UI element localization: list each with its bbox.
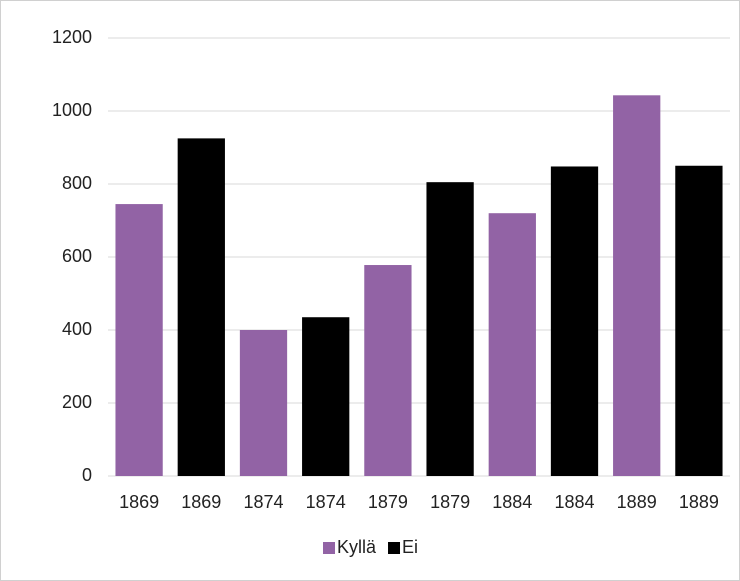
bar (177, 138, 225, 476)
bar (550, 166, 599, 477)
y-tick-label: 600 (62, 246, 92, 266)
y-tick-label: 800 (62, 173, 92, 193)
y-tick-label: 400 (62, 319, 92, 339)
x-tick-label: 1869 (181, 492, 221, 512)
x-tick-label: 1889 (679, 492, 719, 512)
bar (364, 265, 412, 476)
legend-swatch (388, 542, 401, 554)
y-tick-label: 1200 (52, 27, 92, 47)
x-tick-label: 1869 (119, 492, 159, 512)
legend-swatch (323, 542, 335, 554)
bar (613, 95, 661, 477)
x-tick-label: 1874 (306, 492, 346, 512)
bar (115, 204, 163, 476)
y-tick-label: 200 (62, 392, 92, 412)
y-tick-label: 0 (82, 465, 92, 485)
bar (675, 165, 723, 476)
bar (302, 317, 350, 476)
legend-label: Kyllä (337, 537, 377, 557)
y-tick-label: 1000 (52, 100, 92, 120)
bar (239, 330, 288, 476)
x-tick-label: 1879 (430, 492, 470, 512)
legend-label: Ei (402, 537, 418, 557)
bar (426, 182, 474, 477)
x-tick-label: 1884 (554, 492, 594, 512)
bar (488, 213, 536, 476)
x-tick-label: 1884 (492, 492, 532, 512)
x-tick-label: 1889 (617, 492, 657, 512)
x-tick-label: 1879 (368, 492, 408, 512)
x-tick-label: 1874 (243, 492, 283, 512)
